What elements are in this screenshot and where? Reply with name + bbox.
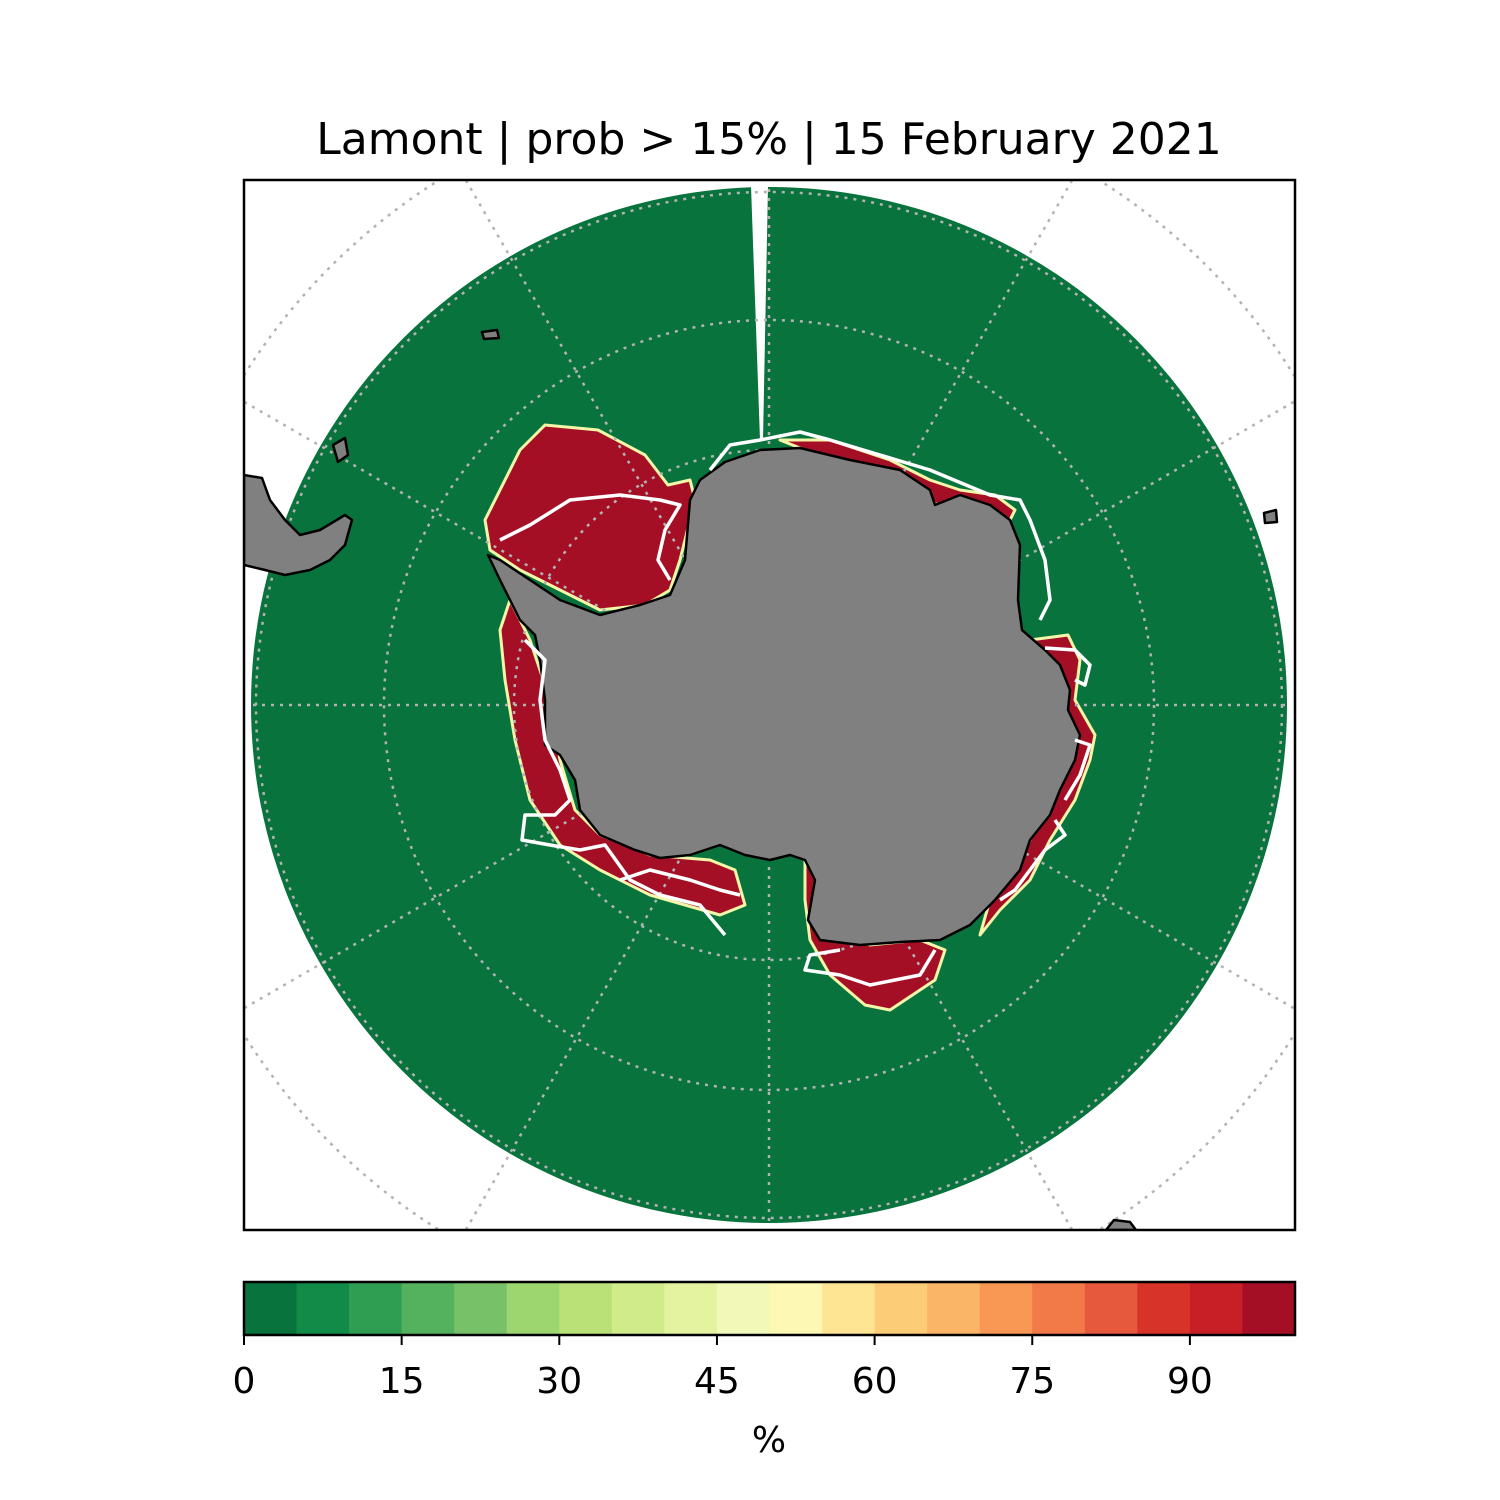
- colorbar-bin: [1084, 1282, 1138, 1335]
- colorbar-bin: [454, 1282, 508, 1335]
- colorbar-bin: [244, 1282, 298, 1335]
- map-frame: [242, 178, 1297, 1232]
- colorbar-tick-label: 45: [694, 1361, 740, 1402]
- colorbar-bin: [1189, 1282, 1243, 1335]
- island-icon: [1262, 508, 1279, 525]
- colorbar-bin: [927, 1282, 981, 1335]
- colorbar-bin: [506, 1282, 560, 1335]
- colorbar: 0 15 30 45 60 75 90: [233, 1280, 1297, 1402]
- island-icon: [331, 436, 350, 464]
- colorbar-bin: [822, 1282, 876, 1335]
- antarctica-land-mask-icon: [486, 446, 1082, 947]
- colorbar-frame: [242, 1280, 1297, 1337]
- colorbar-bin: [716, 1282, 770, 1335]
- colorbar-bin: [559, 1282, 613, 1335]
- island-icon: [480, 328, 501, 341]
- colorbar-bin: [1137, 1282, 1191, 1335]
- colorbar-bin: [349, 1282, 403, 1335]
- colorbar-unit-label: %: [752, 1420, 786, 1461]
- colorbar-tick-label: 0: [233, 1361, 256, 1402]
- colorbar-bin: [979, 1282, 1033, 1335]
- colorbar-bin: [874, 1282, 928, 1335]
- colorbar-tick-label: 90: [1167, 1361, 1213, 1402]
- colorbar-bin: [1032, 1282, 1086, 1335]
- colorbar-tick-label: 30: [536, 1361, 582, 1402]
- map-title: Lamont | prob > 15% | 15 February 2021: [316, 114, 1221, 165]
- colorbar-tick-label: 60: [852, 1361, 898, 1402]
- colorbar-bin: [296, 1282, 350, 1335]
- colorbar-bin: [769, 1282, 823, 1335]
- colorbar-bin: [611, 1282, 665, 1335]
- south-america-land-mask-icon: [244, 473, 354, 577]
- colorbar-tick-label: 15: [379, 1361, 425, 1402]
- colorbar-bin: [401, 1282, 455, 1335]
- colorbar-tick-label: 75: [1009, 1361, 1055, 1402]
- colorbar-bin: [664, 1282, 718, 1335]
- island-icon: [1104, 1218, 1138, 1230]
- colorbar-bin: [1242, 1282, 1296, 1335]
- observed-ice-edge-icon: [499, 430, 1092, 987]
- missing-data-wedge: [751, 186, 768, 440]
